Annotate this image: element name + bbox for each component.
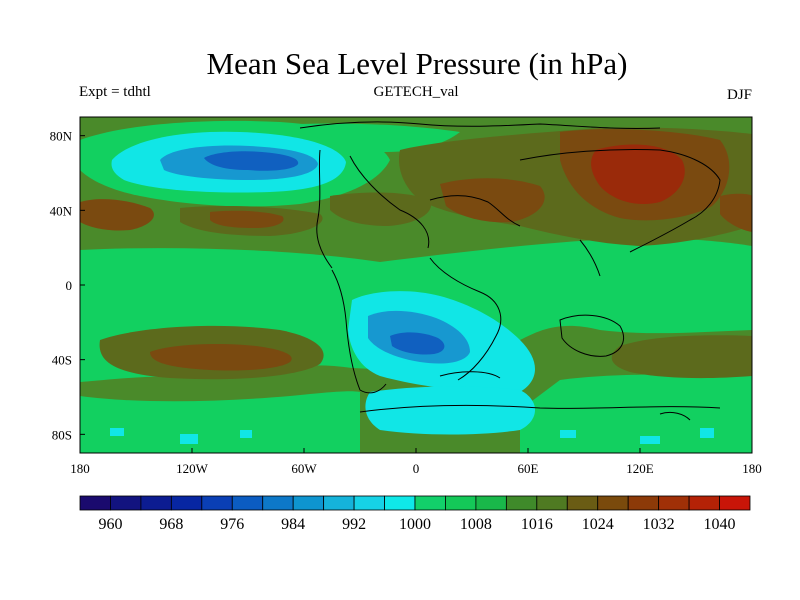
season-label: DJF [726,87,752,103]
coast-india [579,239,601,277]
field-south-speckles [110,428,714,444]
colorbar-label: 992 [342,516,366,533]
colorbar-swatch [384,495,416,511]
x-tick-label: 60W [291,461,317,476]
y-tick-label: 80S [52,427,72,442]
colorbar-swatch [566,495,599,511]
dataset-label: GETECH_val [373,84,459,100]
field-north-pacific-low3 [204,151,299,171]
x-tick-label: 0 [413,461,420,476]
coast-arctic [299,121,661,130]
field-southern-ocean-low [365,386,535,435]
y-axis: 80N 40N 0 40S 80S [50,129,85,442]
coast-south-america [331,269,387,394]
experiment-label: Expt = tdhtl [79,84,151,100]
field-atlantic-ridge [330,192,432,226]
coast-africa [429,257,502,381]
field-south-indian-high [611,335,752,379]
field-south-pacific-core [150,344,292,371]
colorbar-label: 1000 [399,516,431,533]
pressure-field [80,117,752,453]
colorbar-label: 1040 [704,516,736,533]
colorbar-swatch [536,495,568,511]
coast-island-a [439,371,501,379]
field-southern-ocean-green [80,391,360,453]
colorbar-label: 1024 [582,516,614,533]
colorbar-label: 1008 [460,516,492,533]
colorbar-label: 1032 [643,516,675,533]
colorbar-label: 968 [159,516,183,533]
colorbar-swatch [688,495,720,511]
coast-australia [559,314,624,357]
colorbar: 960 968 976 984 992 1000 1008 1016 1024 1032 1040 [79,495,751,533]
x-tick-label: 60E [518,461,539,476]
colorbar-swatch [445,495,477,511]
y-tick-label: 0 [66,278,73,293]
field-siberian-core [591,144,685,205]
y-tick-label: 40S [52,353,72,368]
colorbar-label: 960 [98,516,122,533]
map-title: Mean Sea Level Pressure (in hPa) [206,46,628,81]
colorbar-swatch [170,495,203,511]
colorbar-swatch [719,495,751,511]
field-southern-low3 [390,332,445,355]
y-tick-label: 80N [50,129,73,144]
colorbar-swatch [201,495,233,511]
colorbar-swatch [627,495,660,511]
x-axis: 180 120W 60W 0 60E 120E 180 [70,448,762,476]
field-europe-high [440,178,545,223]
colorbar-swatch [140,495,172,511]
x-tick-label: 180 [70,461,90,476]
x-tick-label: 120E [626,461,654,476]
colorbar-label: 976 [220,516,244,533]
coast-asia [519,148,721,253]
colorbar-swatch [231,495,264,511]
colorbar-swatch [353,495,385,511]
colorbar-swatch [79,495,111,511]
colorbar-swatch [658,495,690,511]
colorbar-swatch [475,495,507,511]
colorbar-swatch [262,495,294,511]
colorbar-swatch [323,495,355,511]
field-north-pacific-core [210,210,284,228]
y-tick-label: 40N [50,203,73,218]
field-south-indian-green [520,372,752,453]
field-north-pacific-high [80,199,154,231]
field-east-edge-high [720,193,752,232]
field-arctic-green [300,123,460,152]
colorbar-swatch [597,495,629,511]
colorbar-swatch [414,495,446,511]
colorbar-swatch [110,495,142,511]
x-tick-label: 120W [176,461,209,476]
colorbar-label: 1016 [521,516,553,533]
colorbar-swatch [292,495,325,511]
coast-north-america-east [349,155,430,249]
colorbar-label: 984 [281,516,305,533]
colorbar-swatch [505,495,538,511]
coastlines [299,121,721,421]
coast-antarctica [359,404,721,413]
x-tick-label: 180 [742,461,762,476]
coast-island-b [659,411,691,421]
coast-north-america-west [316,149,333,269]
coast-europe [429,195,521,227]
